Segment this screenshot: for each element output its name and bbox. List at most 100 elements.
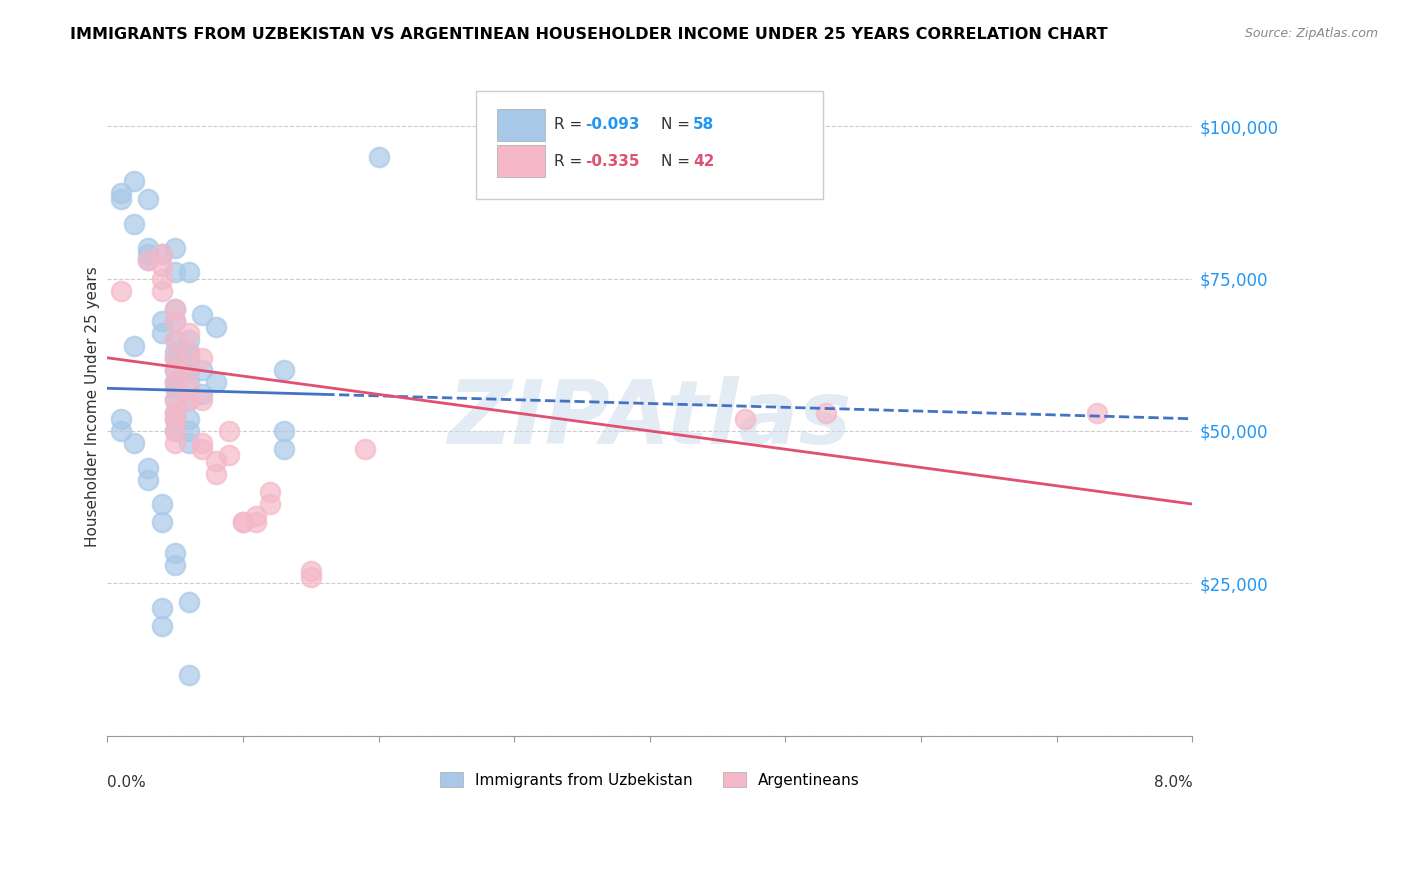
Point	[165, 411, 187, 425]
Point	[734, 411, 756, 425]
Point	[191, 442, 214, 457]
FancyBboxPatch shape	[496, 109, 544, 141]
Point	[165, 424, 187, 438]
Point	[165, 265, 187, 279]
Point	[150, 284, 173, 298]
Point	[150, 247, 173, 261]
Point	[1087, 406, 1109, 420]
Point	[165, 375, 187, 389]
Text: R =: R =	[554, 118, 588, 132]
Point	[177, 265, 200, 279]
Point	[150, 516, 173, 530]
Point	[110, 192, 132, 206]
Point	[191, 393, 214, 408]
Point	[191, 363, 214, 377]
Point	[165, 333, 187, 347]
Point	[165, 314, 187, 328]
Point	[136, 192, 159, 206]
Point	[259, 497, 281, 511]
Point	[165, 344, 187, 359]
Text: IMMIGRANTS FROM UZBEKISTAN VS ARGENTINEAN HOUSEHOLDER INCOME UNDER 25 YEARS CORR: IMMIGRANTS FROM UZBEKISTAN VS ARGENTINEA…	[70, 27, 1108, 42]
Point	[165, 301, 187, 316]
Point	[204, 454, 226, 468]
Point	[177, 344, 200, 359]
Text: ZIPAtlas: ZIPAtlas	[447, 376, 852, 463]
Point	[191, 351, 214, 365]
Point	[273, 424, 295, 438]
Text: R =: R =	[554, 153, 588, 169]
Point	[124, 217, 146, 231]
Point	[165, 351, 187, 365]
Point	[136, 473, 159, 487]
Point	[124, 174, 146, 188]
Text: 8.0%: 8.0%	[1154, 775, 1192, 790]
Y-axis label: Householder Income Under 25 years: Householder Income Under 25 years	[86, 266, 100, 547]
Point	[165, 411, 187, 425]
Point	[165, 363, 187, 377]
Point	[124, 436, 146, 450]
Point	[150, 314, 173, 328]
Point	[245, 509, 267, 524]
Point	[150, 326, 173, 341]
Point	[204, 375, 226, 389]
Point	[354, 442, 377, 457]
Point	[165, 381, 187, 395]
Point	[204, 320, 226, 334]
Point	[259, 484, 281, 499]
Point	[177, 436, 200, 450]
Point	[110, 424, 132, 438]
Point	[191, 308, 214, 322]
Point	[136, 253, 159, 268]
Point	[165, 351, 187, 365]
Point	[177, 594, 200, 608]
Point	[299, 570, 322, 584]
Point	[165, 333, 187, 347]
Point	[273, 442, 295, 457]
Point	[124, 338, 146, 352]
Point	[150, 600, 173, 615]
Point	[177, 424, 200, 438]
Text: -0.093: -0.093	[585, 118, 640, 132]
Text: 58: 58	[693, 118, 714, 132]
Point	[177, 344, 200, 359]
Text: -0.335: -0.335	[585, 153, 640, 169]
Text: 0.0%: 0.0%	[107, 775, 146, 790]
Point	[136, 460, 159, 475]
FancyBboxPatch shape	[496, 145, 544, 177]
Point	[165, 393, 187, 408]
Point	[165, 241, 187, 255]
Legend: Immigrants from Uzbekistan, Argentineans: Immigrants from Uzbekistan, Argentineans	[433, 765, 866, 794]
Point	[110, 411, 132, 425]
Point	[177, 381, 200, 395]
Point	[150, 619, 173, 633]
Text: 42: 42	[693, 153, 714, 169]
Point	[299, 564, 322, 578]
Point	[177, 393, 200, 408]
Point	[204, 467, 226, 481]
Point	[177, 411, 200, 425]
Point	[165, 406, 187, 420]
Point	[165, 546, 187, 560]
Point	[177, 667, 200, 681]
Point	[218, 448, 240, 462]
Text: N =: N =	[661, 118, 695, 132]
Point	[177, 363, 200, 377]
Point	[150, 271, 173, 285]
Point	[273, 363, 295, 377]
Point	[191, 436, 214, 450]
FancyBboxPatch shape	[477, 91, 824, 199]
Point	[165, 301, 187, 316]
Text: N =: N =	[661, 153, 695, 169]
Text: Source: ZipAtlas.com: Source: ZipAtlas.com	[1244, 27, 1378, 40]
Point	[177, 326, 200, 341]
Point	[232, 516, 254, 530]
Point	[136, 241, 159, 255]
Point	[232, 516, 254, 530]
Point	[136, 247, 159, 261]
Point	[110, 186, 132, 201]
Point	[218, 424, 240, 438]
Point	[177, 333, 200, 347]
Point	[165, 558, 187, 572]
Point	[177, 375, 200, 389]
Point	[165, 406, 187, 420]
